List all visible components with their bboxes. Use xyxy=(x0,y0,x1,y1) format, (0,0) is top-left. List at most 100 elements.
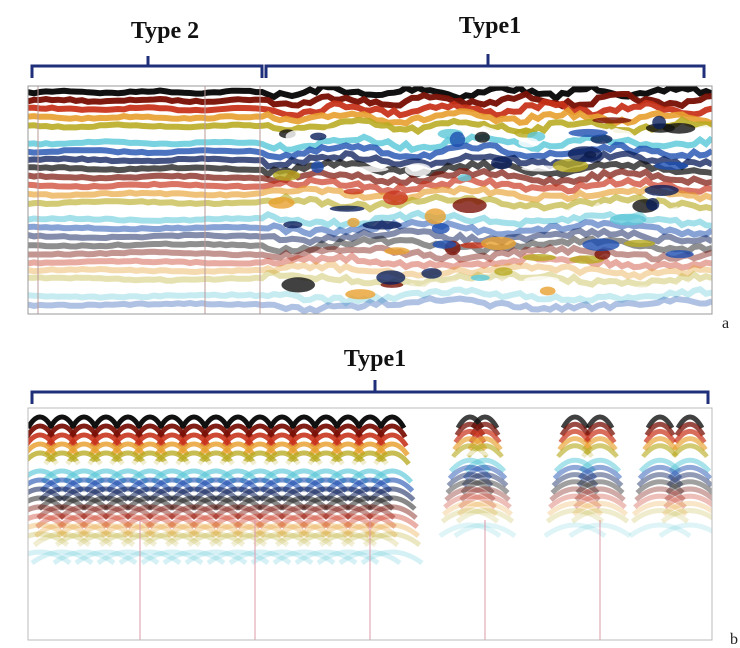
hyperbola xyxy=(64,459,104,475)
blob xyxy=(272,169,301,181)
hyperbola xyxy=(75,540,137,557)
blob xyxy=(329,205,365,212)
hyperbola xyxy=(329,450,367,466)
hyperbola xyxy=(582,436,618,452)
blob xyxy=(523,276,560,285)
hyperbola xyxy=(252,531,312,547)
blob xyxy=(552,158,589,173)
hyperbola xyxy=(376,423,408,439)
blob xyxy=(662,122,696,134)
hyperbola xyxy=(103,495,153,511)
hyperbola xyxy=(643,428,677,444)
hyperbola xyxy=(365,513,419,529)
hyperbola xyxy=(191,495,241,511)
hyperbola xyxy=(284,459,324,475)
type-label: Type1 xyxy=(459,13,521,39)
hyperbola xyxy=(442,500,498,517)
hyperbola xyxy=(184,549,248,566)
hyperbola xyxy=(463,457,507,473)
hyperbola xyxy=(28,441,58,457)
hyperbola xyxy=(361,540,423,557)
hyperbola xyxy=(547,500,603,517)
hyperbola xyxy=(87,450,125,466)
hyperbola xyxy=(234,504,286,520)
hyperbola xyxy=(569,515,631,531)
hyperbola xyxy=(28,504,66,520)
blob xyxy=(382,190,408,206)
hyperbola xyxy=(581,443,619,459)
blob xyxy=(424,208,446,225)
hyperbola xyxy=(108,459,148,475)
hyperbola xyxy=(188,522,244,538)
hyperbola xyxy=(308,441,344,457)
hyperbola xyxy=(65,450,103,466)
hyperbola xyxy=(570,508,630,524)
hyperbola xyxy=(175,450,213,466)
hyperbola xyxy=(299,513,353,529)
hyperbola xyxy=(629,515,691,531)
hyperbola xyxy=(176,441,212,457)
hyperbola xyxy=(667,464,712,481)
hyperbola xyxy=(665,479,712,495)
hyperbola xyxy=(168,504,220,520)
hyperbola xyxy=(664,486,712,502)
hyperbola xyxy=(213,495,263,511)
hyperbola xyxy=(241,450,279,466)
hyperbola xyxy=(186,531,246,547)
hyperbola xyxy=(147,495,197,511)
hyperbola xyxy=(642,436,678,452)
hyperbola xyxy=(551,472,599,488)
hyperbola xyxy=(36,504,88,520)
hyperbola xyxy=(632,500,688,517)
hyperbola xyxy=(250,549,314,566)
hyperbola xyxy=(34,522,90,538)
frame xyxy=(27,407,713,641)
blob xyxy=(311,161,324,173)
hyperbola xyxy=(56,522,112,538)
blob xyxy=(460,242,488,249)
hyperbola xyxy=(132,441,168,457)
reflection xyxy=(28,227,712,247)
hyperbola xyxy=(28,531,70,547)
hyperbola xyxy=(295,540,357,557)
blob xyxy=(567,146,603,162)
hyperbola xyxy=(583,428,617,444)
radargram xyxy=(28,86,712,314)
hyperbola xyxy=(628,522,692,539)
hyperbola xyxy=(660,508,712,524)
reflection xyxy=(28,86,712,103)
hyperbola xyxy=(545,508,605,524)
hyperbola xyxy=(306,459,346,475)
hyperbola xyxy=(28,540,71,557)
hyperbola xyxy=(277,513,331,529)
hyperbola xyxy=(119,540,181,557)
hyperbola xyxy=(28,459,60,475)
bracket xyxy=(264,54,706,78)
hyperbola xyxy=(88,441,124,457)
hyperbola xyxy=(459,486,511,502)
hyperbola xyxy=(633,493,687,510)
hyperbola xyxy=(28,495,65,511)
hyperbola xyxy=(100,522,156,538)
hyperbola xyxy=(81,495,131,511)
hyperbola xyxy=(549,486,601,502)
hyperbola xyxy=(445,479,495,495)
hyperbola xyxy=(164,531,224,547)
blob xyxy=(644,184,679,196)
blob xyxy=(518,137,539,148)
hyperbola xyxy=(544,515,606,531)
hyperbola xyxy=(572,500,628,517)
hyperbola xyxy=(675,414,705,430)
hyperbola xyxy=(440,508,500,524)
reflection xyxy=(28,167,712,187)
hyperbola xyxy=(207,540,269,557)
hyperbola xyxy=(543,522,607,539)
hyperbola xyxy=(264,441,300,457)
hyperbola xyxy=(439,515,501,531)
hyperbola xyxy=(635,479,685,495)
hyperbola xyxy=(671,443,709,459)
radargram xyxy=(28,408,712,640)
hyperbola xyxy=(550,479,600,495)
blob xyxy=(474,131,490,143)
blob xyxy=(404,163,432,177)
